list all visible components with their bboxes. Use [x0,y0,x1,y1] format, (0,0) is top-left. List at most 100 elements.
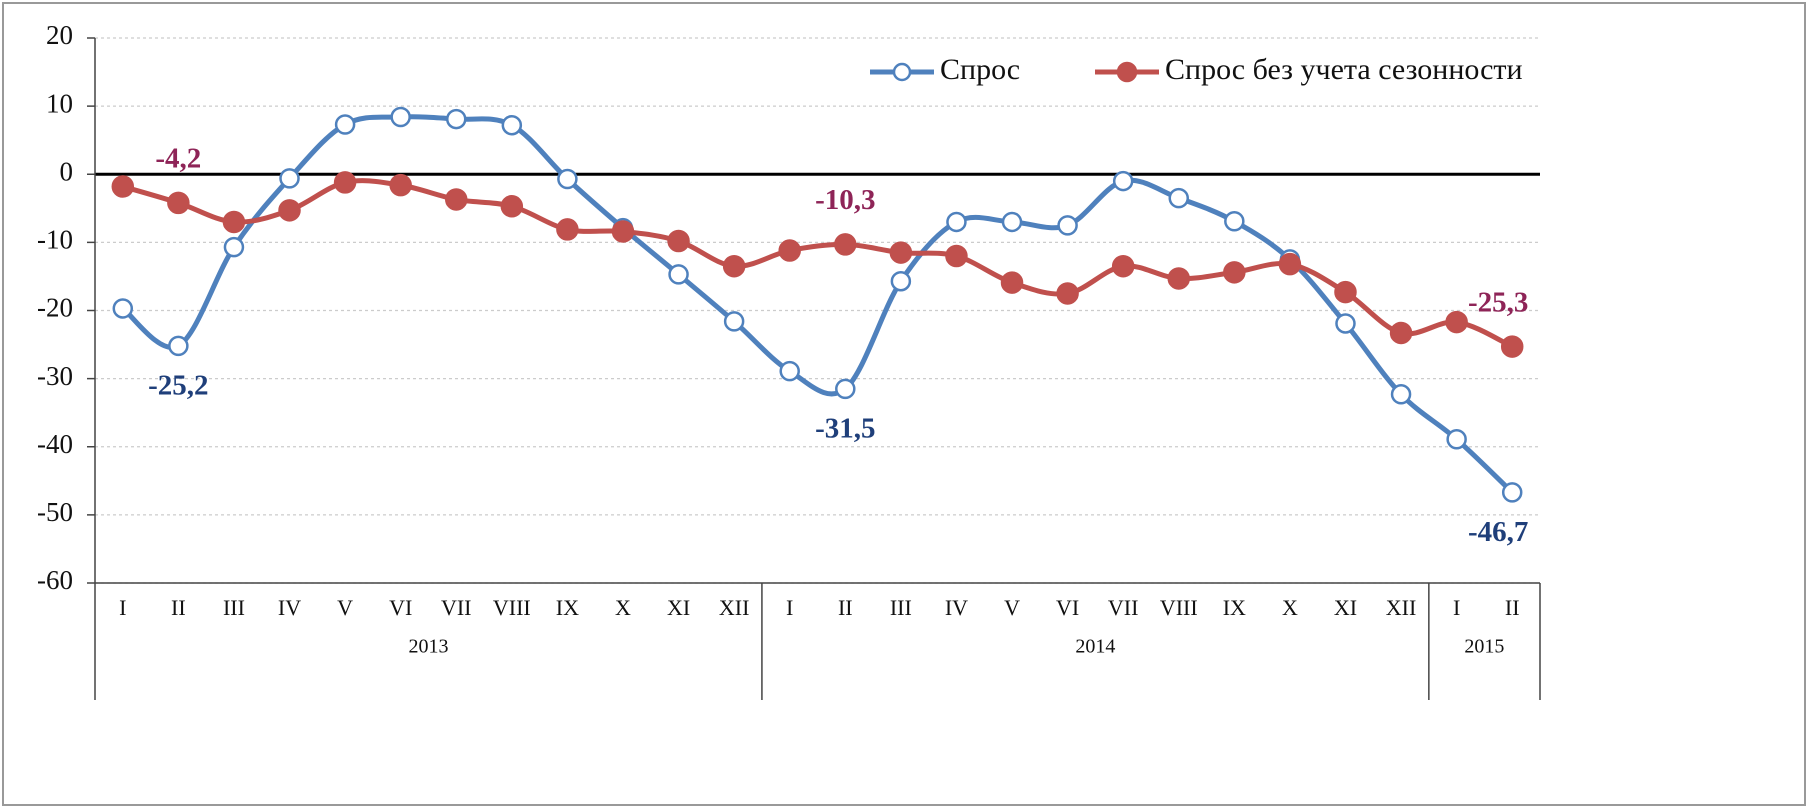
point [167,191,190,215]
point [1112,170,1134,192]
point [668,264,689,285]
x-tick-label: X [1282,595,1298,620]
x-tick-label: V [337,595,353,620]
x-tick-label: XI [667,595,690,620]
point [667,229,690,253]
x-tick-label: XI [1334,595,1357,620]
point [946,211,967,233]
point [446,108,467,130]
y-tick-label: -10 [37,225,73,255]
point [1501,482,1523,503]
data-label: -25,2 [148,370,208,402]
year-label: 2015 [1464,636,1504,658]
point [222,210,246,234]
x-tick-label: X [615,595,631,620]
y-tick-label: 0 [60,156,74,186]
point [223,236,245,258]
point [1223,261,1246,284]
point [333,171,357,194]
point [279,168,300,189]
legend-marker [892,62,912,82]
x-tick-label: IX [1223,595,1246,620]
x-tick-label: I [119,595,126,620]
x-tick-label: VI [389,595,412,620]
point [1389,321,1413,345]
point [500,195,524,218]
x-tick-label: II [171,595,186,620]
point [1390,384,1412,405]
point [1278,252,1302,276]
legend-marker [1116,61,1138,83]
point [723,311,745,332]
data-label: -46,7 [1468,516,1528,548]
x-tick-label: III [890,595,912,620]
x-tick-label: II [1505,595,1520,620]
x-tick-label: IX [556,595,579,620]
data-label: -31,5 [815,413,875,445]
point [445,188,468,211]
point [334,114,356,135]
point [389,173,412,197]
x-tick-label: I [786,595,793,620]
x-tick-label: II [838,595,853,620]
point [779,360,800,382]
x-tick-label: XII [719,595,750,620]
point [1168,187,1189,209]
y-tick-label: -20 [37,293,73,323]
point [889,241,913,264]
point [835,378,856,400]
y-tick-label: 20 [46,20,73,50]
point [1056,282,1079,305]
x-tick-label: III [223,595,245,620]
legend-label: Спрос без учета сезонности [1165,53,1523,86]
point [1335,313,1356,334]
y-tick-label: -40 [37,429,73,459]
point [1445,310,1468,334]
point [111,175,135,198]
point [112,298,134,319]
x-tick-label: VIII [1160,595,1198,620]
year-label: 2013 [408,636,448,658]
point [501,114,523,136]
year-label: 2014 [1075,636,1115,658]
point [1057,215,1078,236]
point [1446,429,1467,450]
y-tick-label: -30 [37,361,73,391]
point [556,218,579,241]
x-tick-label: IV [945,595,968,620]
x-tick-label: V [1004,595,1020,620]
x-tick-label: VII [1108,595,1139,620]
point [890,270,912,292]
x-tick-label: VII [441,595,472,620]
data-label: -25,3 [1468,286,1528,318]
point [834,233,857,256]
legend-label: Спрос [940,53,1020,86]
point [1111,254,1135,278]
x-tick-label: VI [1056,595,1079,620]
data-label: -4,2 [155,143,201,175]
data-label: -10,3 [815,184,875,216]
point [1500,335,1524,358]
y-tick-label: 10 [46,88,73,118]
y-tick-label: -50 [37,497,73,527]
point [168,335,189,357]
point [611,220,635,243]
x-tick-label: I [1453,595,1460,620]
point [557,168,578,190]
x-tick-label: IV [278,595,301,620]
point [1224,211,1245,232]
point [278,199,301,222]
point [945,244,968,268]
point [1000,271,1024,294]
point [1167,267,1190,290]
point [722,254,746,278]
point [1334,280,1357,304]
point [390,106,411,128]
point [778,239,801,262]
x-tick-label: VIII [493,595,531,620]
point [1001,211,1023,233]
x-tick-label: XII [1386,595,1417,620]
y-tick-label: -60 [37,565,73,595]
